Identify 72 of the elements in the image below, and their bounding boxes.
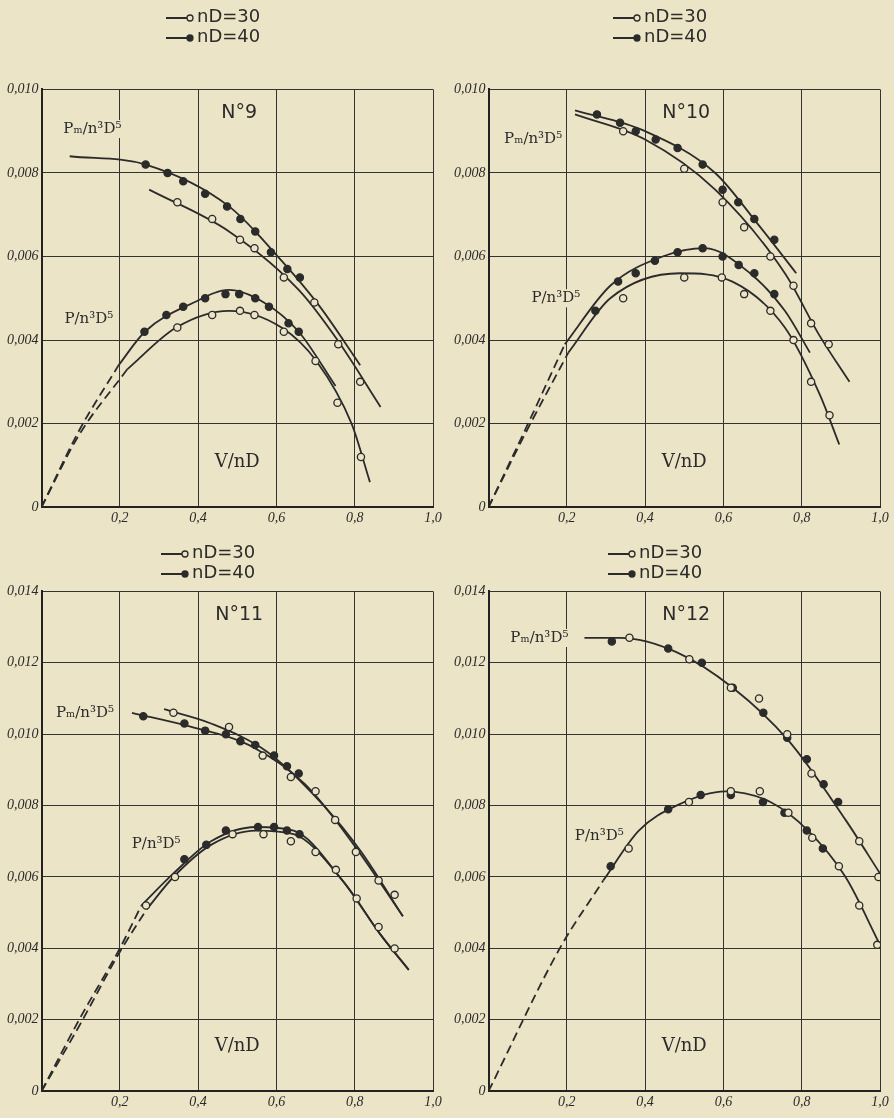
x-tick-label: 1,0 bbox=[871, 510, 889, 526]
annotation: P/n³D⁵ bbox=[574, 826, 624, 845]
y-tick-label: 0,002 bbox=[454, 1011, 486, 1027]
y-tick-label: 0 bbox=[31, 1082, 39, 1098]
y-tick-label: 0,008 bbox=[7, 797, 39, 813]
text: N°10 bbox=[662, 100, 711, 123]
annotation: P/n³D⁵ bbox=[64, 309, 114, 328]
x-tick-label: 0,6 bbox=[267, 510, 286, 526]
x-axis-title: V/nD bbox=[660, 1033, 707, 1055]
x-tick-label: 0,8 bbox=[792, 1094, 811, 1110]
y-tick-label: 0,010 bbox=[7, 725, 39, 741]
annotation: Pₘ/n³D⁵ bbox=[504, 129, 563, 148]
x-axis-title: V/nD bbox=[213, 449, 260, 471]
x-tick-label: 0,4 bbox=[189, 1094, 207, 1110]
text: N°9 bbox=[221, 100, 258, 123]
y-tick-label: 0,010 bbox=[454, 725, 486, 741]
annotation: P/n³D⁵ bbox=[531, 288, 581, 307]
x-tick-label: 1,0 bbox=[424, 1094, 442, 1110]
x-tick-label: 0,4 bbox=[636, 1094, 654, 1110]
y-tick-label: 0,002 bbox=[454, 415, 486, 431]
y-tick-label: 0,010 bbox=[7, 81, 39, 97]
x-tick-label: 1,0 bbox=[871, 1094, 889, 1110]
legend-label: nD=40 bbox=[639, 561, 703, 582]
x-tick-label: 1,0 bbox=[424, 510, 442, 526]
x-tick-label: 0,2 bbox=[111, 510, 129, 526]
x-tick-label: 0,4 bbox=[636, 510, 654, 526]
y-tick-label: 0,008 bbox=[454, 164, 486, 180]
legend-label: nD=40 bbox=[192, 561, 256, 582]
legend-label: nD=40 bbox=[197, 25, 261, 46]
x-tick-label: 0,2 bbox=[558, 510, 576, 526]
x-tick-label: 0,6 bbox=[714, 1094, 733, 1110]
y-tick-label: 0 bbox=[31, 498, 39, 514]
y-tick-label: 0,014 bbox=[454, 583, 486, 599]
legend-label: nD=30 bbox=[639, 541, 703, 562]
x-tick-label: 0,8 bbox=[792, 510, 811, 526]
y-tick-label: 0,008 bbox=[454, 797, 486, 813]
y-tick-label: 0,006 bbox=[454, 868, 486, 884]
y-tick-label: 0,004 bbox=[454, 331, 486, 347]
y-tick-label: 0,008 bbox=[7, 164, 39, 180]
legend-label: nD=40 bbox=[644, 25, 708, 46]
y-tick-label: 0 bbox=[478, 1082, 486, 1098]
x-tick-label: 0,6 bbox=[714, 510, 733, 526]
x-tick-label: 0,8 bbox=[345, 1094, 364, 1110]
annotation: P/n³D⁵ bbox=[131, 833, 181, 852]
legend-label: nD=30 bbox=[192, 541, 256, 562]
x-axis-title: V/nD bbox=[213, 1033, 260, 1055]
x-tick-label: 0,2 bbox=[558, 1094, 576, 1110]
legend-label: nD=30 bbox=[644, 5, 708, 26]
text: N°11 bbox=[215, 602, 264, 625]
x-tick-label: 0,4 bbox=[189, 510, 207, 526]
legend-label: nD=30 bbox=[197, 5, 261, 26]
y-tick-label: 0,010 bbox=[454, 81, 486, 97]
annotation: Pₘ/n³D⁵ bbox=[510, 627, 569, 646]
y-tick-label: 0 bbox=[478, 498, 486, 514]
y-tick-label: 0,006 bbox=[7, 868, 39, 884]
y-tick-label: 0,012 bbox=[7, 654, 39, 670]
x-tick-label: 0,2 bbox=[111, 1094, 129, 1110]
annotation: Pₘ/n³D⁵ bbox=[55, 702, 114, 721]
y-tick-label: 0,014 bbox=[7, 583, 39, 599]
y-tick-label: 0,012 bbox=[454, 654, 486, 670]
x-tick-label: 0,8 bbox=[345, 510, 364, 526]
y-tick-label: 0,006 bbox=[454, 248, 486, 264]
text: N°12 bbox=[662, 602, 711, 625]
y-tick-label: 0,004 bbox=[7, 940, 39, 956]
y-tick-label: 0,004 bbox=[454, 940, 486, 956]
y-tick-label: 0,002 bbox=[7, 1011, 39, 1027]
y-tick-label: 0,004 bbox=[7, 331, 39, 347]
x-tick-label: 0,6 bbox=[267, 1094, 286, 1110]
x-axis-title: V/nD bbox=[660, 449, 707, 471]
annotation: Pₘ/n³D⁵ bbox=[63, 118, 122, 137]
y-tick-label: 0,002 bbox=[7, 415, 39, 431]
y-tick-label: 0,006 bbox=[7, 248, 39, 264]
